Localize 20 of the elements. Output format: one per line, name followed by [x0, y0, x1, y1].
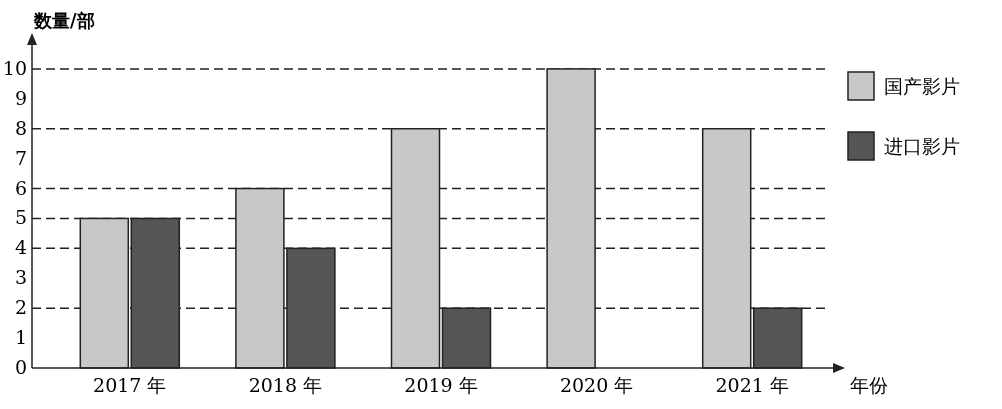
- y-tick-label: 10: [2, 56, 27, 79]
- y-axis-title: 数量/部: [33, 10, 95, 31]
- x-tick-label: 2018 年: [248, 374, 323, 396]
- x-tick-label: 2020 年: [559, 374, 634, 396]
- y-tick-label: 1: [14, 326, 27, 349]
- y-tick-label: 4: [14, 236, 27, 259]
- y-tick-label: 5: [14, 206, 27, 229]
- legend-label: 进口影片: [884, 135, 960, 157]
- y-tick-label: 3: [14, 266, 27, 289]
- x-tick-label: 2017 年: [93, 374, 167, 396]
- x-tick-label: 2021 年: [715, 374, 789, 396]
- legend-label: 国产影片: [884, 75, 960, 97]
- x-tick-label: 2019 年: [404, 374, 478, 396]
- y-tick-label: 6: [14, 176, 27, 199]
- y-tick-label: 9: [14, 86, 27, 109]
- y-tick-label: 0: [14, 356, 27, 378]
- x-axis-title: 年份: [850, 374, 888, 396]
- y-tick-label: 8: [14, 116, 27, 139]
- y-tick-label: 2: [14, 296, 27, 319]
- y-tick-label: 7: [14, 146, 27, 169]
